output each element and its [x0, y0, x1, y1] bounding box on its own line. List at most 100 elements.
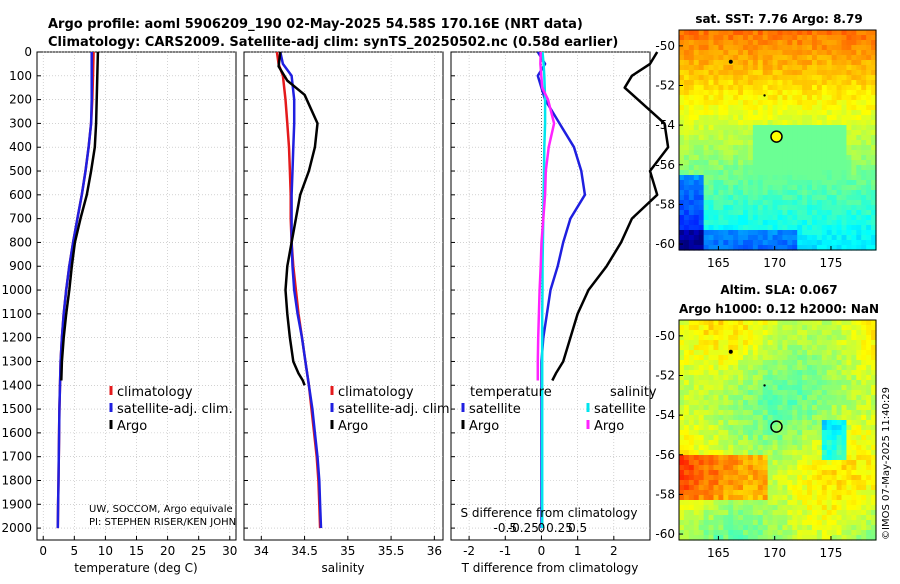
- m2-cell: [757, 510, 764, 516]
- m2-cell: [831, 520, 838, 526]
- m2-cell: [733, 390, 739, 396]
- m2-cell: [792, 515, 798, 521]
- depth-tick-label: 1800: [1, 473, 32, 487]
- m2-cell: [782, 510, 788, 516]
- m1-cell: [836, 145, 843, 151]
- m1-cell: [821, 175, 828, 181]
- m1-cell: [856, 180, 862, 186]
- m1-cell: [851, 240, 857, 246]
- m2-cell: [861, 435, 867, 441]
- m1-cell: [698, 180, 705, 186]
- m2-cell: [782, 375, 788, 381]
- m1-cell: [708, 230, 715, 236]
- m2-cell: [807, 470, 813, 476]
- m2-cell: [797, 355, 803, 361]
- m1-cell: [698, 80, 705, 86]
- m1-cell: [713, 220, 719, 226]
- m2-cell: [747, 385, 754, 391]
- m1-cell: [871, 50, 877, 56]
- m2-cell: [762, 505, 769, 511]
- m1-cell: [688, 205, 695, 211]
- m2-cell: [807, 450, 813, 456]
- m1-cell: [807, 170, 813, 176]
- m2-cell: [831, 325, 838, 331]
- m2-cell: [693, 340, 700, 346]
- m1-cell: [811, 240, 818, 246]
- m2-cell: [767, 360, 774, 366]
- m1-ytick-label: -58: [655, 197, 675, 211]
- m2-cell: [738, 495, 744, 501]
- m2-cell: [821, 510, 828, 516]
- m2-cell: [713, 420, 719, 426]
- m2-cell: [757, 420, 764, 426]
- m2-cell: [703, 370, 710, 376]
- m1-cell: [787, 190, 793, 196]
- m1-cell: [807, 105, 813, 111]
- m2-cell: [811, 390, 818, 396]
- m1-cell: [866, 100, 872, 106]
- m1-cell: [856, 205, 862, 211]
- m1-cell: [807, 130, 813, 136]
- m2-cell: [698, 395, 705, 401]
- m1-cell: [851, 200, 857, 206]
- m2-cell: [811, 510, 818, 516]
- m1-cell: [762, 170, 769, 176]
- m1-cell: [723, 65, 729, 71]
- m2-cell: [816, 350, 823, 356]
- m1-cell: [831, 165, 838, 171]
- m1-cell: [723, 200, 729, 206]
- m2-cell: [816, 435, 823, 441]
- salinity-grid: [244, 51, 443, 540]
- m1-cell: [733, 185, 739, 191]
- m2-cell: [683, 505, 690, 511]
- m2-cell: [733, 520, 739, 526]
- m2-cell: [747, 485, 754, 491]
- m2-cell: [679, 355, 685, 361]
- m1-cell: [802, 50, 808, 56]
- m2-cell: [698, 500, 705, 506]
- m2-cell: [683, 415, 690, 421]
- m2-cell: [767, 370, 774, 376]
- m2-cell: [762, 440, 769, 446]
- m1-cell: [693, 85, 700, 91]
- m2-cell: [718, 490, 724, 496]
- m2-cell: [807, 345, 813, 351]
- m2-cell: [807, 365, 813, 371]
- m2-cell: [679, 455, 685, 461]
- m1-cell: [688, 70, 695, 76]
- depth-tick-label: 1300: [1, 354, 32, 368]
- m1-cell: [688, 120, 695, 126]
- m1-cell: [683, 40, 690, 46]
- m1-cell: [728, 200, 734, 206]
- m2-cell: [693, 405, 700, 411]
- m2-cell: [782, 445, 788, 451]
- m1-cell: [831, 75, 838, 81]
- m2-cell: [831, 495, 838, 501]
- m2-cell: [856, 485, 862, 491]
- m2-cell: [866, 395, 872, 401]
- m1-cell: [762, 235, 769, 241]
- m2-cell: [733, 440, 739, 446]
- m2-cell: [723, 335, 729, 341]
- m1-cell: [693, 170, 700, 176]
- m2-cell: [831, 470, 838, 476]
- depth-tick-label: 1000: [1, 283, 32, 297]
- depth-tick-label: 100: [9, 69, 32, 83]
- m1-cell: [811, 115, 818, 121]
- m1-cell: [762, 215, 769, 221]
- m2-cell: [811, 515, 818, 521]
- m1-cell: [688, 110, 695, 116]
- m1-cell: [797, 55, 803, 61]
- m2-cell: [826, 420, 833, 426]
- m1-cell: [698, 55, 705, 61]
- m1-cell: [782, 125, 788, 131]
- m1-cell: [708, 70, 715, 76]
- m2-cell: [811, 420, 818, 426]
- m1-cell: [688, 105, 695, 111]
- m1-cell: [871, 100, 877, 106]
- m1-cell: [743, 90, 749, 96]
- m1-cell: [688, 215, 695, 221]
- m2-cell: [856, 500, 862, 506]
- m2-cell: [777, 400, 784, 406]
